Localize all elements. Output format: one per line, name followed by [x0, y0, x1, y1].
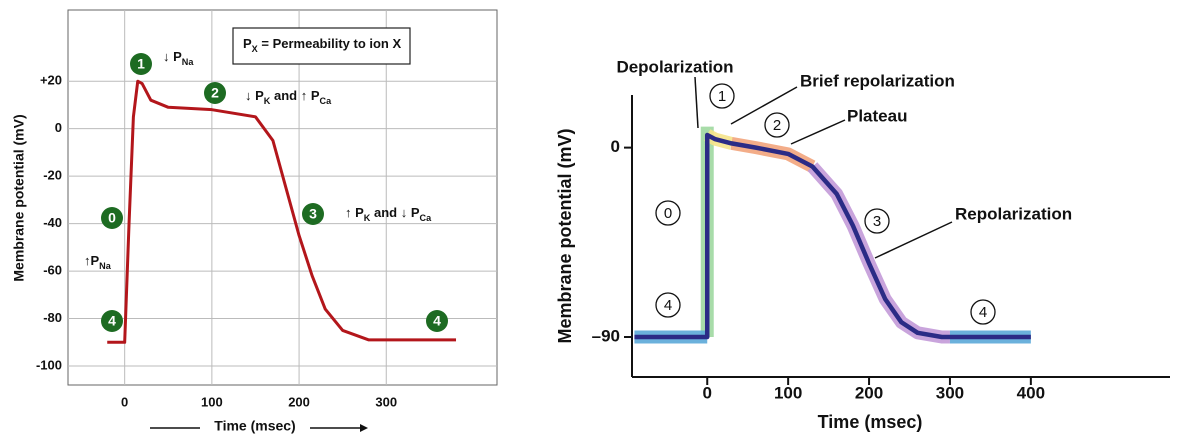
phase-label: 0: [108, 210, 116, 226]
x-axis-title: Time (msec): [818, 412, 923, 432]
y-axis-title: Membrane potential (mV): [11, 114, 27, 281]
note: ↑PNa: [84, 253, 112, 271]
note: ↓ PNa: [163, 49, 194, 67]
y-tick-label: +20: [40, 73, 62, 88]
x-tick-label: 300: [936, 383, 964, 402]
subscript: Na: [99, 261, 112, 271]
subscript: K: [264, 96, 271, 106]
text-part: ↓ P: [245, 88, 264, 103]
phase-marker: [970, 299, 996, 325]
phase-label: 2: [773, 117, 781, 134]
text-part: ↑P: [84, 253, 100, 268]
text-part: P: [243, 36, 252, 51]
pointer: [874, 221, 953, 259]
x-tick-label: 300: [375, 394, 397, 409]
y-tick-label: -80: [43, 310, 62, 325]
text-part: and ↓ P: [370, 205, 419, 220]
phase-marker: [864, 208, 890, 234]
phase-label: 4: [664, 297, 672, 314]
annotation: Brief repolarization: [800, 71, 955, 90]
phase-label: 1: [137, 56, 145, 72]
x-tick-label: 100: [774, 383, 802, 402]
annotation: Repolarization: [955, 204, 1072, 223]
x-tick-label: 0: [703, 383, 712, 402]
phase-marker: [426, 310, 448, 332]
phase-marker: [204, 82, 226, 104]
phase-label: 3: [309, 206, 317, 222]
phase-label: 3: [873, 213, 881, 230]
y-axis-title: Membrane potential (mV): [555, 128, 575, 343]
pointer: [694, 76, 699, 129]
x-tick-label: 400: [1017, 383, 1045, 402]
x-axis-title: Time (msec): [214, 418, 295, 434]
phase-label: 2: [211, 85, 219, 101]
note: ↑ PK and ↓ PCa: [345, 205, 432, 223]
phase-label: 1: [718, 88, 726, 105]
phase-label: 0: [664, 205, 672, 222]
y-tick-label: -20: [43, 168, 62, 183]
pointer: [730, 86, 798, 125]
y-tick-label: 0: [55, 120, 62, 135]
phase-marker: [130, 53, 152, 75]
phase-label: 4: [108, 313, 116, 329]
x-tick-label: 200: [855, 383, 883, 402]
annotation: Plateau: [847, 106, 907, 125]
subscript: Ca: [320, 96, 333, 106]
x-tick-label: 0: [121, 394, 128, 409]
key-box: [232, 27, 411, 65]
phase-marker: [101, 207, 123, 229]
text-part: ↓ P: [163, 49, 182, 64]
note: ↓ PK and ↑ PCa: [245, 88, 332, 106]
y-tick-label: –90: [592, 326, 620, 345]
phase-marker: [101, 310, 123, 332]
y-tick-label: -100: [36, 357, 62, 372]
key-text: PX = Permeability to ion X: [243, 36, 401, 54]
phase-marker: [709, 83, 735, 109]
text-part: ↑ P: [345, 205, 364, 220]
phase-label: 4: [433, 313, 441, 329]
phase-marker: [764, 112, 790, 138]
phase-label: 4: [979, 304, 987, 321]
subscript: K: [364, 213, 371, 223]
series-line: [107, 79, 457, 344]
x-tick-label: 200: [288, 394, 310, 409]
y-tick-label: -60: [43, 263, 62, 278]
annotation: Depolarization: [616, 57, 733, 76]
y-tick-label: -40: [43, 215, 62, 230]
y-tick-label: 0: [611, 137, 620, 156]
phase-marker: [302, 203, 324, 225]
pointer: [790, 119, 846, 145]
series-line: [634, 132, 1031, 340]
phase-marker: [655, 292, 681, 318]
phase-marker: [655, 200, 681, 226]
subscript: X: [252, 44, 258, 54]
subscript: Na: [182, 57, 195, 67]
x-tick-label: 100: [201, 394, 223, 409]
text-part: and ↑ P: [270, 88, 319, 103]
subscript: Ca: [420, 213, 433, 223]
text-part: = Permeability to ion X: [258, 36, 402, 51]
axis-arrow-head: [360, 424, 368, 432]
